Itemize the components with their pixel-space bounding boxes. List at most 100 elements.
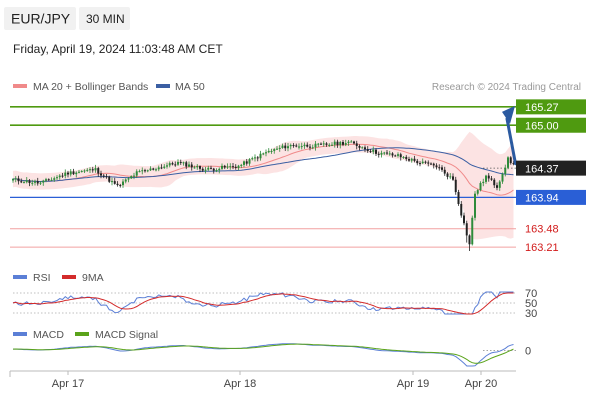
candle-body: [278, 147, 281, 149]
candle-body: [254, 157, 256, 159]
candle-body: [28, 180, 31, 183]
resistance-tag-0: [516, 99, 586, 115]
symbol-box[interactable]: [4, 7, 76, 30]
candle-body: [193, 167, 196, 169]
candle-body: [482, 181, 485, 184]
candle-body: [248, 159, 251, 164]
rsi-ma-legend-swatch: [62, 275, 76, 279]
candle-body: [160, 167, 163, 169]
rsi-line: [12, 291, 514, 315]
ma50-legend-label: MA 50: [175, 81, 205, 93]
last-price-tag: [516, 160, 586, 176]
bollinger-bands-layer: [13, 131, 514, 240]
candle-body: [179, 161, 182, 163]
macd-legend-swatch: [13, 332, 27, 336]
rsi-ma-legend-label: 9MA: [82, 272, 104, 284]
candle-body: [185, 162, 188, 167]
candle-body: [427, 162, 430, 164]
candle-body: [207, 167, 210, 170]
candle-body: [322, 143, 325, 145]
candle-body: [347, 141, 350, 144]
candle-body: [457, 192, 460, 204]
candle-body: [336, 141, 339, 146]
candle-body: [383, 152, 386, 154]
candle-body: [12, 179, 14, 181]
ma20-legend-label: MA 20 + Bollinger Bands: [33, 81, 148, 93]
candle-body: [234, 166, 237, 169]
candle-body: [380, 152, 383, 155]
candle-body: [295, 145, 298, 147]
candle-body: [155, 169, 157, 171]
candle-body: [168, 163, 171, 166]
candle-body: [36, 181, 39, 184]
candle-body: [435, 165, 438, 168]
candle-body: [465, 223, 468, 236]
x-tick-label: Apr 20: [465, 378, 497, 390]
candle-body: [182, 162, 185, 164]
candle-body: [276, 148, 278, 150]
moving-averages-layer: [12, 143, 514, 196]
candle-body: [223, 165, 226, 168]
candle-body: [105, 176, 108, 178]
candle-body: [61, 175, 64, 177]
x-tick-label: Apr 19: [397, 378, 429, 390]
macd-legend-label: MACD: [33, 329, 64, 341]
candle-body: [80, 171, 83, 173]
candle-body: [64, 172, 67, 176]
candle-body: [204, 169, 207, 171]
candle-body: [221, 165, 223, 169]
candle-body: [300, 146, 303, 148]
candle-body: [259, 153, 262, 159]
candle-body: [375, 149, 377, 154]
timeframe-label: 30 MIN: [86, 12, 125, 26]
x-axis: Apr 17 Apr 18 Apr 19 Apr 20: [9, 370, 516, 390]
candle-body: [141, 170, 144, 172]
candle-body: [111, 181, 113, 183]
candle-body: [402, 156, 405, 158]
candle-body: [119, 185, 122, 187]
candle-body: [50, 179, 53, 181]
rsi-level-label: 70: [525, 288, 537, 300]
candle-body: [339, 142, 342, 146]
candle-body: [149, 168, 152, 171]
timeframe-box[interactable]: [79, 7, 130, 30]
candle-body: [452, 176, 454, 180]
forecast-arrow-head: [502, 105, 515, 124]
candle-body: [498, 181, 501, 188]
candle-body: [138, 171, 141, 173]
macd-signal-legend-swatch: [75, 332, 89, 336]
candle-body: [47, 179, 50, 181]
candle-body: [320, 143, 322, 145]
candle-body: [311, 147, 314, 149]
candle-body: [75, 172, 78, 175]
candle-body: [166, 165, 168, 167]
candle-body: [23, 182, 25, 184]
candle-body: [410, 158, 413, 161]
candle-body: [135, 171, 138, 176]
candle-body: [512, 163, 515, 165]
candle-body: [78, 171, 80, 173]
candle-body: [69, 171, 72, 175]
candle-body: [289, 145, 292, 147]
candle-body: [218, 168, 221, 171]
candle-body: [267, 150, 270, 153]
candle-body: [108, 176, 111, 182]
candle-body: [262, 153, 265, 155]
candle-body: [353, 141, 355, 144]
candle-body: [58, 175, 61, 178]
candle-body: [468, 235, 471, 245]
candle-body: [485, 175, 487, 182]
candle-body: [366, 149, 369, 152]
candle-body: [358, 145, 361, 148]
candle-body: [364, 147, 366, 150]
x-tick-label: Apr 17: [52, 378, 84, 390]
candle-body: [443, 169, 446, 174]
candle-body: [124, 179, 127, 182]
candle-body: [292, 145, 295, 147]
candle-body: [163, 166, 166, 168]
candle-body: [419, 163, 421, 165]
candle-body: [273, 149, 276, 151]
candle-body: [421, 161, 424, 164]
candle-body: [460, 203, 463, 216]
